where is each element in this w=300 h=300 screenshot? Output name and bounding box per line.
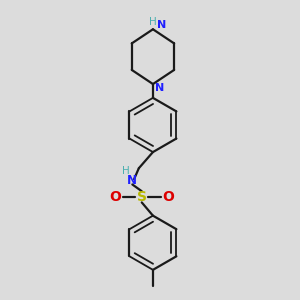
Text: N: N — [127, 174, 137, 188]
Text: O: O — [162, 190, 174, 203]
Text: O: O — [109, 190, 121, 203]
Text: N: N — [157, 20, 166, 30]
Text: H: H — [122, 166, 130, 176]
Text: S: S — [137, 190, 147, 203]
Text: H: H — [149, 17, 157, 27]
Text: N: N — [155, 83, 164, 94]
